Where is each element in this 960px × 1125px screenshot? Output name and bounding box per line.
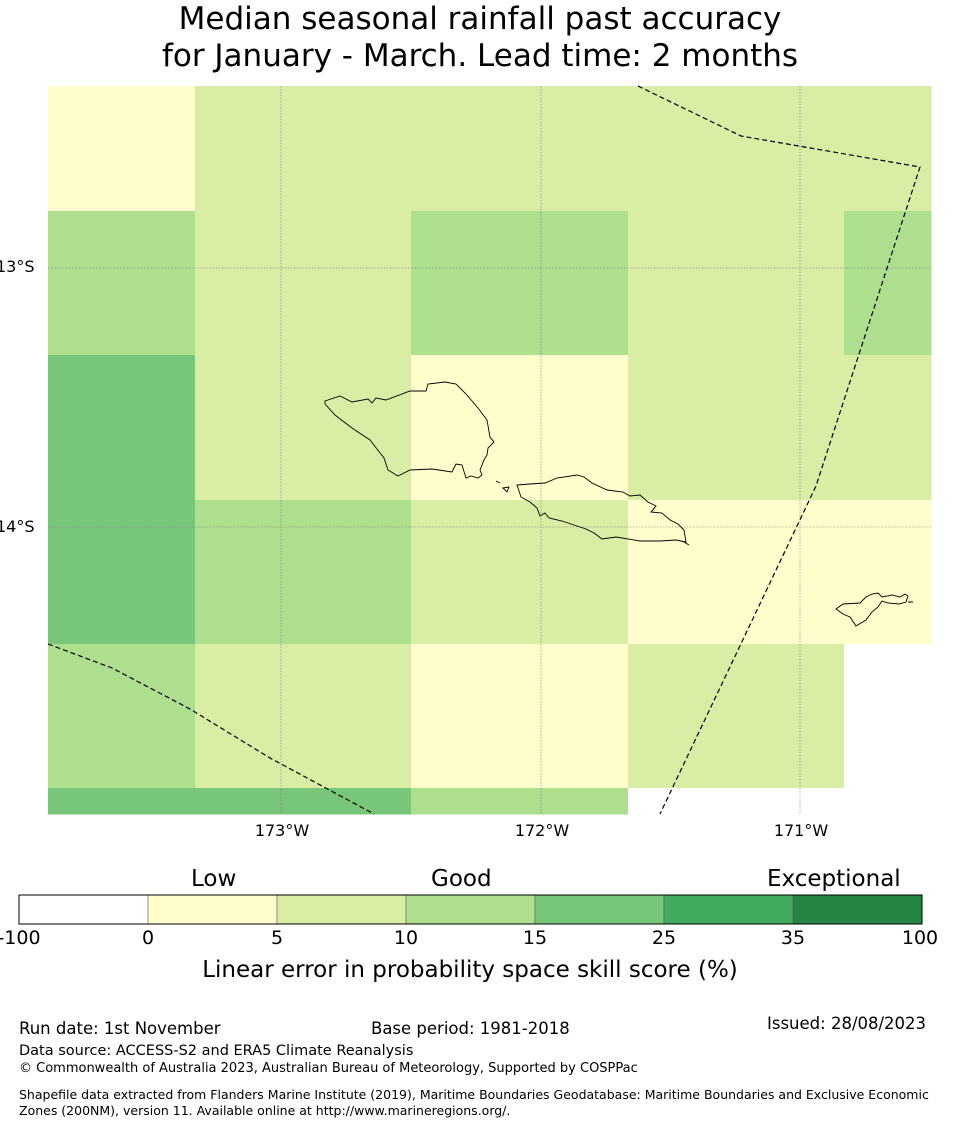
- colorbar-segment: [405, 894, 536, 925]
- eez-line-west: [47, 643, 375, 815]
- grid-cell: [628, 86, 737, 212]
- copyright-note: © Commonwealth of Australia 2023, Austra…: [19, 1061, 638, 1076]
- grid-cell: [519, 788, 629, 815]
- lon-label-172w: 172°W: [514, 821, 570, 840]
- grid-cell: [303, 355, 412, 501]
- run-date: Run date: 1st November: [19, 1019, 221, 1038]
- colorbar-segment: [147, 894, 278, 925]
- shapefile-credit: Shapefile data extracted from Flanders M…: [19, 1087, 929, 1118]
- grid-cell: [736, 500, 845, 645]
- grid-cell: [844, 355, 932, 501]
- map-title-line2: for January - March. Lead time: 2 months: [161, 38, 799, 74]
- cb-tick-7: 100: [901, 927, 939, 949]
- eez-line-east: [637, 85, 921, 815]
- graticule: [48, 86, 931, 814]
- grid-cell: [195, 500, 304, 645]
- grid-cell: [195, 211, 304, 356]
- colorbar-segment: [534, 894, 665, 925]
- grid-cell: [411, 644, 520, 789]
- cb-tick-3: 10: [393, 927, 419, 949]
- upolu-island: [516, 474, 687, 543]
- colorbar-segment: [18, 894, 149, 925]
- grid-cell: [519, 86, 629, 212]
- grid-cell: [411, 788, 520, 815]
- colorbar-segment: [276, 894, 407, 925]
- grid-cell: [303, 644, 412, 789]
- grid-cell: [195, 788, 304, 815]
- grid-cell: [736, 644, 845, 789]
- grid-cell: [628, 788, 737, 815]
- grid-cell: [303, 211, 412, 356]
- map-title-line1: Median seasonal rainfall past accuracy: [178, 1, 782, 37]
- grid-cell: [195, 355, 304, 501]
- grid-cell: [628, 211, 737, 356]
- grid-cell: [519, 211, 629, 356]
- lat-label-14s: 14°S: [0, 517, 35, 536]
- colorbar-title: Linear error in probability space skill …: [202, 957, 738, 983]
- colorbar-segment: [663, 894, 794, 925]
- cb-tick-5: 25: [651, 927, 677, 949]
- grid-cell: [844, 86, 932, 212]
- grid-cell: [519, 500, 629, 645]
- category-low: Low: [191, 866, 237, 892]
- base-period: Base period: 1981-2018: [371, 1019, 570, 1038]
- grid-cell: [195, 644, 304, 789]
- grid-cell: [411, 500, 520, 645]
- grid-cell: [48, 500, 196, 645]
- grid-cell: [844, 500, 932, 645]
- grid-cell: [519, 355, 629, 501]
- grid-cell: [411, 355, 520, 501]
- grid-cell: [48, 355, 196, 501]
- cb-tick-4: 15: [522, 927, 548, 949]
- grid-cell: [628, 500, 737, 645]
- grid-cell: [519, 644, 629, 789]
- cb-tick-2: 5: [270, 927, 284, 949]
- grid-cell: [48, 788, 196, 815]
- category-good: Good: [431, 866, 492, 892]
- skill-grid: [48, 86, 932, 815]
- savaii-island: [324, 381, 495, 479]
- grid-cell: [736, 788, 845, 815]
- colorbar: [18, 894, 923, 925]
- grid-cell: [303, 788, 412, 815]
- tutuila-island: [835, 592, 913, 627]
- grid-cell: [48, 211, 196, 356]
- grid-cell: [48, 644, 196, 789]
- grid-cell: [411, 211, 520, 356]
- grid-cell: [303, 500, 412, 645]
- grid-cell: [411, 86, 520, 212]
- grid-cell: [844, 211, 932, 356]
- grid-cell: [736, 211, 845, 356]
- cb-tick-1: 0: [141, 927, 155, 949]
- grid-cell: [628, 644, 737, 789]
- grid-cell: [736, 86, 845, 212]
- grid-cell: [303, 86, 412, 212]
- grid-cell: [48, 86, 196, 212]
- grid-cell: [628, 355, 737, 501]
- grid-cell: [844, 788, 932, 815]
- manono-islets: [495, 480, 690, 546]
- lat-label-13s: 13°S: [0, 257, 35, 276]
- eez-boundary: [47, 85, 921, 815]
- grid-cell: [844, 644, 932, 789]
- colorbar-frame: [18, 894, 923, 925]
- lon-label-173w: 173°W: [254, 821, 310, 840]
- grid-cell: [736, 355, 845, 501]
- data-source: Data source: ACCESS-S2 and ERA5 Climate …: [19, 1043, 414, 1059]
- cb-tick-0: -100: [0, 927, 41, 949]
- lon-label-171w: 171°W: [773, 821, 829, 840]
- cb-tick-6: 35: [780, 927, 806, 949]
- colorbar-segment: [792, 894, 923, 925]
- grid-cell: [195, 86, 304, 212]
- issued-date: Issued: 28/08/2023: [767, 1014, 927, 1033]
- category-exceptional: Exceptional: [767, 866, 901, 892]
